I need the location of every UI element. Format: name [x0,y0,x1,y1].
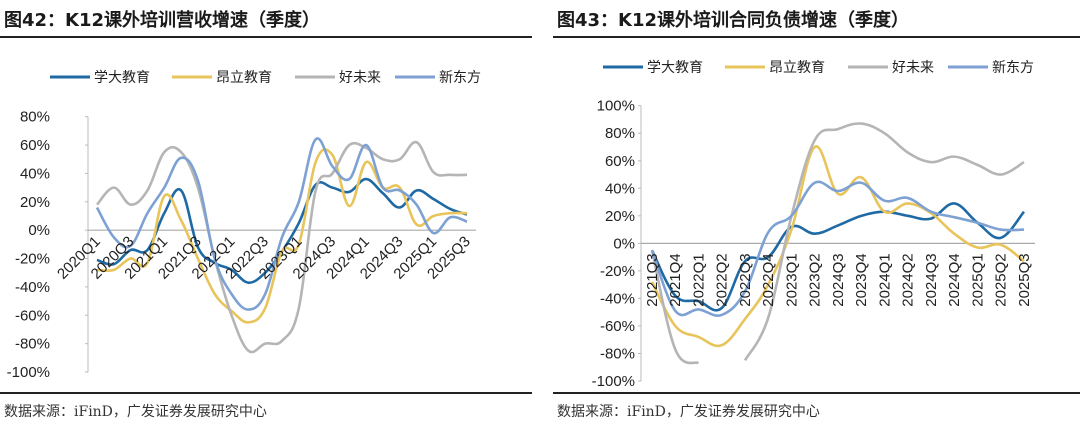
series-line-好未来 [743,122,1025,362]
x-tick-label: 2025Q3 [1016,253,1033,306]
x-tick-label: 2021Q4 [667,253,684,306]
legend-label: 新东方 [439,69,481,85]
x-tick-label: 2023Q2 [807,253,824,306]
chart-panel-42: 图42：K12课外培训营收增速（季度） 80% 60% 40% 20% 0% -20% -4… [0,0,532,426]
legend-label: 好未来 [339,69,381,85]
revenue-growth-chart: 80%60%40%20%0%-20%-40%-60%-80%-100%2020Q… [7,69,481,381]
y-tick-label: 80% [20,109,50,126]
source-note: 数据来源：iFinD，广发证券发展研究中心 [557,404,820,420]
legend-label: 新东方 [992,59,1034,75]
y-tick-label: -60% [15,307,50,324]
y-tick-label: 20% [605,208,635,225]
contract-liability-growth-chart: 100% 80% 60% 40% 20% 0% -20% -40% -60% -80% -100% 2… [592,59,1035,390]
y-tick-label: -40% [600,290,635,307]
x-tick-label: 2022Q1 [691,253,708,306]
y-tick-label: -20% [15,251,50,268]
chart-title: 图43：K12课外培训合同负债增速（季度） [557,10,910,31]
y-tick-label: 20% [20,194,50,211]
x-tick-label: 2022Q2 [714,253,731,306]
x-tick-label: 2024Q4 [946,253,963,306]
y-tick-label: 0% [613,235,635,252]
x-tick-label: 2024Q3 [830,253,847,306]
series-line-昂立教育 [96,148,468,324]
y-tick-label: -100% [7,364,50,381]
legend-label: 昂立教育 [216,69,272,85]
y-tick-label: -80% [15,336,50,353]
x-tick-label: 2021Q3 [644,253,661,306]
series-line-新东方 [95,137,468,311]
y-tick-label: -60% [600,318,635,335]
y-tick-label: 80% [605,125,635,142]
series-line-好未来 [96,140,468,354]
chart-panel-43: 图43：K12课外培训合同负债增速（季度） 100% 80% 60% 40% 20% 0%… [553,0,1080,426]
y-tick-label: 40% [20,165,50,182]
source-note: 数据来源：iFinD，广发证券发展研究中心 [4,404,267,420]
x-tick-label: 2025Q1 [970,253,987,306]
y-tick-label: -80% [600,345,635,362]
series-line-好未来 [650,249,700,365]
x-tick-label: 2024Q2 [900,253,917,306]
x-tick-label: 2022Q4 [760,253,777,306]
title-divider [0,36,532,38]
y-tick-label: 40% [605,180,635,197]
bottom-divider [0,392,532,394]
y-tick-label: 100% [597,98,635,115]
title-divider [553,36,1080,38]
y-tick-label: -40% [15,279,50,296]
x-tick-label: 2024Q1 [877,253,894,306]
legend-label: 好未来 [892,59,934,75]
legend-label: 学大教育 [94,69,150,85]
chart-title: 图42：K12课外培训营收增速（季度） [4,10,321,31]
x-tick-label: 2023Q1 [784,253,801,306]
legend-label: 昂立教育 [769,59,825,75]
y-tick-label: 60% [20,137,50,154]
y-tick-label: 0% [28,222,50,239]
legend-label: 学大教育 [647,59,703,75]
x-tick-label: 2025Q2 [993,253,1010,306]
y-tick-label: 60% [605,153,635,170]
x-tick-label: 2022Q3 [737,253,754,306]
bottom-divider [553,392,1080,394]
series-line-新东方 [650,180,1025,317]
x-tick-label: 2023Q4 [853,253,870,306]
y-tick-label: -20% [600,263,635,280]
series-line-学大教育 [650,202,1026,312]
series-line-昂立教育 [650,145,1025,348]
x-tick-label: 2024Q3 [923,253,940,306]
y-tick-label: -100% [592,373,635,390]
